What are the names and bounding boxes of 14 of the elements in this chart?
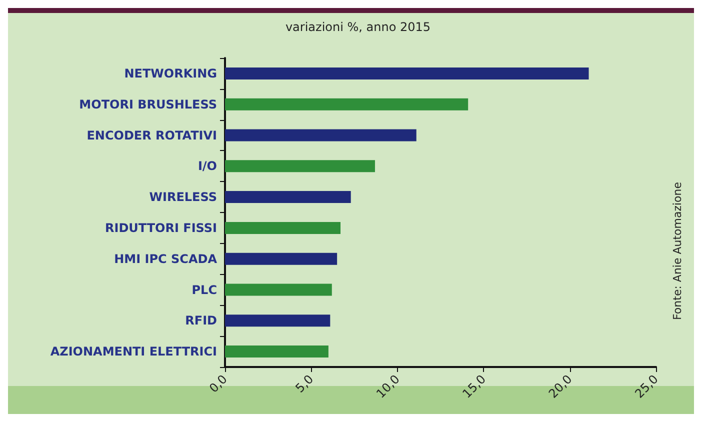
chart-title: variazioni %, anno 2015 [285,20,431,34]
y-tick-label: I/O [198,159,217,174]
y-tick-label: RIDUTTORI FISSI [104,220,217,235]
y-tick-label: MOTORI BRUSHLESS [79,97,217,112]
y-tick-label: NETWORKING [124,66,217,80]
y-tick-label: ENCODER ROTATIVI [86,128,217,142]
y-tick-label: AZIONAMENTI ELETTRICI [50,344,217,359]
y-tick-label: PLC [192,282,218,297]
x-tick-label: 5,0 [292,372,316,396]
x-tick-label: 0,0 [206,372,230,396]
y-tick-label: WIRELESS [149,190,217,204]
y-tick-label: HMI IPC SCADA [114,252,218,266]
source-note: Fonte: Anie Automazione [671,182,684,320]
y-tick-label: RFID [185,314,218,328]
